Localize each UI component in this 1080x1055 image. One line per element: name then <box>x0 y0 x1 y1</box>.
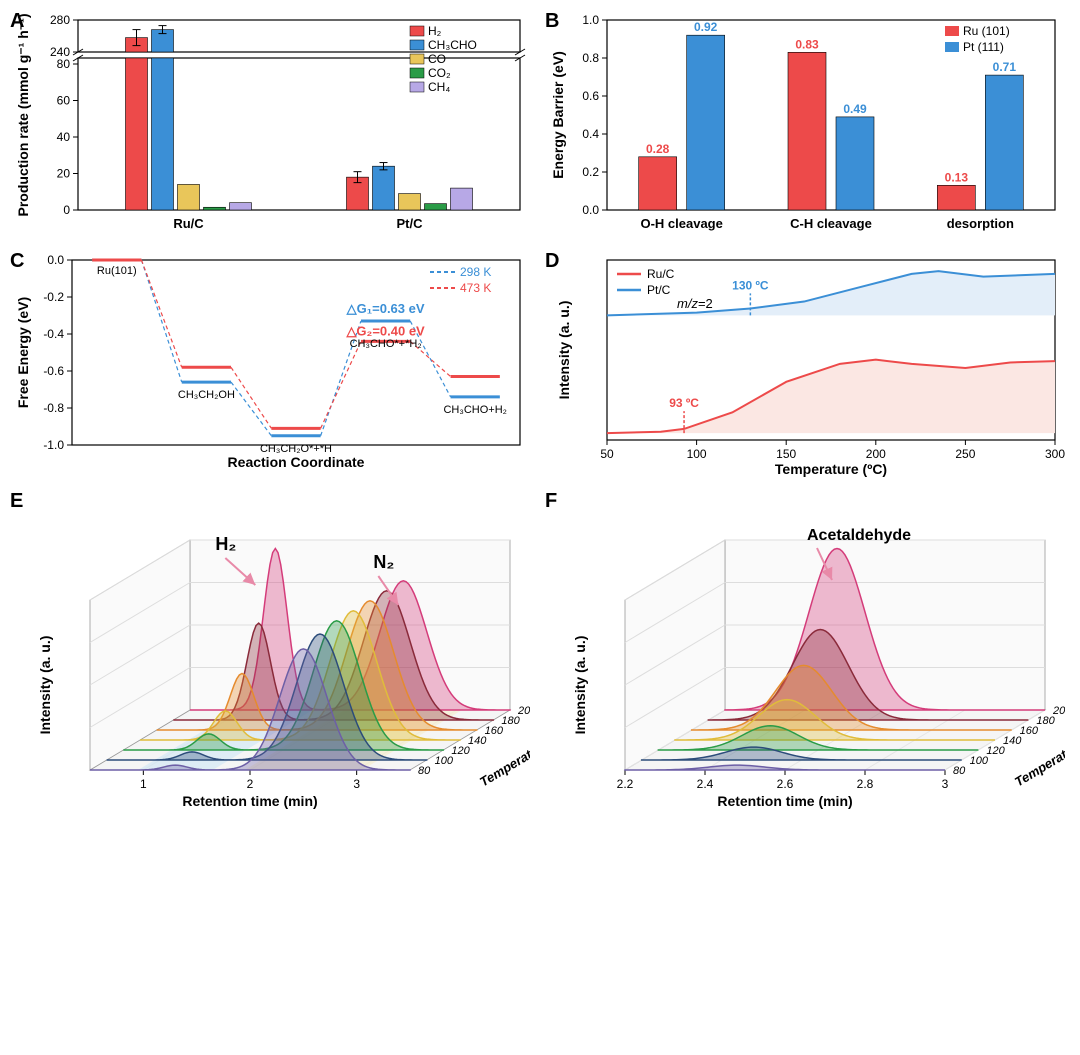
svg-text:CO: CO <box>428 52 446 66</box>
svg-text:0.92: 0.92 <box>694 20 718 34</box>
svg-text:H₂: H₂ <box>215 534 236 554</box>
panel-f: F 2.2 2.4 2.6 2.8 3 Retention time (min) Inten… <box>545 490 1070 810</box>
svg-text:93 ºC: 93 ºC <box>669 396 699 410</box>
svg-text:-0.8: -0.8 <box>43 401 64 415</box>
svg-text:2.2: 2.2 <box>617 777 634 791</box>
panel-b-label: B <box>545 10 559 33</box>
svg-text:80: 80 <box>418 765 431 777</box>
svg-text:0.6: 0.6 <box>582 89 599 103</box>
panel-c-label: C <box>10 250 24 273</box>
svg-text:△G₂=0.40 eV: △G₂=0.40 eV <box>345 323 425 338</box>
svg-text:CH₃CHO+H₂: CH₃CHO+H₂ <box>443 404 506 416</box>
svg-text:2.6: 2.6 <box>777 777 794 791</box>
svg-text:Energy Barrier (eV): Energy Barrier (eV) <box>550 51 566 179</box>
svg-text:Intensity (a. u.): Intensity (a. u.) <box>37 636 53 735</box>
svg-text:H₂: H₂ <box>428 24 442 38</box>
svg-text:3: 3 <box>353 777 360 791</box>
svg-text:80: 80 <box>953 765 966 777</box>
svg-text:1.0: 1.0 <box>582 13 599 27</box>
svg-text:130 ºC: 130 ºC <box>732 278 769 292</box>
svg-text:0.4: 0.4 <box>582 127 599 141</box>
svg-text:-1.0: -1.0 <box>43 438 64 452</box>
svg-text:-0.2: -0.2 <box>43 290 64 304</box>
svg-text:Intensity (a. u.): Intensity (a. u.) <box>572 636 588 735</box>
svg-text:298 K: 298 K <box>460 265 491 279</box>
svg-text:CH₃CHO*+*H₂: CH₃CHO*+*H₂ <box>350 338 422 350</box>
svg-text:240: 240 <box>50 45 70 59</box>
svg-text:-0.4: -0.4 <box>43 327 64 341</box>
svg-text:0.8: 0.8 <box>582 51 599 65</box>
svg-text:Free Energy (eV): Free Energy (eV) <box>15 297 31 408</box>
svg-text:50: 50 <box>600 447 614 461</box>
svg-text:Reaction Coordinate: Reaction Coordinate <box>228 454 365 470</box>
svg-text:0.0: 0.0 <box>582 203 599 217</box>
svg-text:-0.6: -0.6 <box>43 364 64 378</box>
svg-text:Ru/C: Ru/C <box>173 216 204 231</box>
svg-text:20: 20 <box>57 167 71 181</box>
svg-text:Production rate (mmol g⁻¹ h⁻¹): Production rate (mmol g⁻¹ h⁻¹) <box>15 14 31 217</box>
svg-text:CH₄: CH₄ <box>428 80 450 94</box>
panel-d: D 50 100 150 200 250 300 Temperature (ºC) Inten… <box>545 250 1070 480</box>
svg-text:80: 80 <box>57 57 71 71</box>
svg-text:CO₂: CO₂ <box>428 66 451 80</box>
svg-text:desorption: desorption <box>947 216 1014 231</box>
panel-c: C -1.0 -0.8 -0.6 -0.4 -0.2 0.0 Free Energy (eV… <box>10 250 535 480</box>
svg-text:0.13: 0.13 <box>945 170 969 184</box>
svg-text:Ru (101): Ru (101) <box>963 24 1010 38</box>
svg-text:2.4: 2.4 <box>697 777 714 791</box>
svg-text:0: 0 <box>63 203 70 217</box>
svg-text:Acetaldehyde: Acetaldehyde <box>807 527 911 544</box>
svg-text:0.71: 0.71 <box>993 60 1017 74</box>
svg-text:△G₁=0.63 eV: △G₁=0.63 eV <box>346 301 425 316</box>
svg-text:m/z=2: m/z=2 <box>677 296 713 311</box>
figure-grid: A 020406080240280Production rate (mmol g… <box>10 10 1070 810</box>
svg-text:Pt/C: Pt/C <box>647 283 671 297</box>
svg-text:Ru(101): Ru(101) <box>97 265 137 277</box>
panel-f-label: F <box>545 490 557 513</box>
svg-text:0.0: 0.0 <box>47 253 64 267</box>
svg-text:Retention time (min): Retention time (min) <box>717 793 852 809</box>
svg-text:CH₃CHO: CH₃CHO <box>428 38 477 52</box>
svg-text:O-H cleavage: O-H cleavage <box>640 216 722 231</box>
svg-text:200: 200 <box>1052 705 1065 717</box>
svg-text:473 K: 473 K <box>460 281 491 295</box>
svg-text:100: 100 <box>687 447 707 461</box>
panel-e-label: E <box>10 490 23 513</box>
svg-text:Pt/C: Pt/C <box>397 216 424 231</box>
svg-text:0.83: 0.83 <box>795 37 819 51</box>
svg-text:300: 300 <box>1045 447 1065 461</box>
svg-text:C-H cleavage: C-H cleavage <box>790 216 872 231</box>
panel-b: B 0.0 0.2 0.4 0.6 0.8 1.0 Energy Barrier (eV) O… <box>545 10 1070 240</box>
svg-text:Temperature (ºC): Temperature (ºC) <box>775 461 887 477</box>
svg-text:60: 60 <box>57 94 71 108</box>
svg-text:1: 1 <box>140 777 147 791</box>
svg-text:CH₃CH₂OH: CH₃CH₂OH <box>178 389 235 401</box>
svg-text:0.2: 0.2 <box>582 165 599 179</box>
svg-text:N₂: N₂ <box>373 552 394 572</box>
panel-e: E 1 2 3 Retention time (min) Intensity (a. u… <box>10 490 535 810</box>
svg-text:200: 200 <box>517 705 530 717</box>
svg-text:40: 40 <box>57 130 71 144</box>
panel-a: A 0 20 40 60 80240 280 Production rate (mmol g… <box>10 10 535 240</box>
svg-text:250: 250 <box>955 447 975 461</box>
svg-text:Pt (111): Pt (111) <box>963 40 1004 54</box>
svg-text:Retention time (min): Retention time (min) <box>182 793 317 809</box>
svg-text:2: 2 <box>247 777 254 791</box>
svg-text:CH₃CH₂O*+*H: CH₃CH₂O*+*H <box>260 443 332 455</box>
svg-text:Intensity (a. u.): Intensity (a. u.) <box>556 301 572 400</box>
svg-text:2.8: 2.8 <box>857 777 874 791</box>
svg-text:0.49: 0.49 <box>843 102 867 116</box>
svg-text:Ru/C: Ru/C <box>647 267 675 281</box>
svg-text:200: 200 <box>866 447 886 461</box>
svg-text:150: 150 <box>776 447 796 461</box>
panel-d-label: D <box>545 250 559 273</box>
svg-text:0.28: 0.28 <box>646 142 670 156</box>
svg-text:280: 280 <box>50 13 70 27</box>
panel-a-label: A <box>10 10 24 33</box>
svg-text:3: 3 <box>942 777 949 791</box>
